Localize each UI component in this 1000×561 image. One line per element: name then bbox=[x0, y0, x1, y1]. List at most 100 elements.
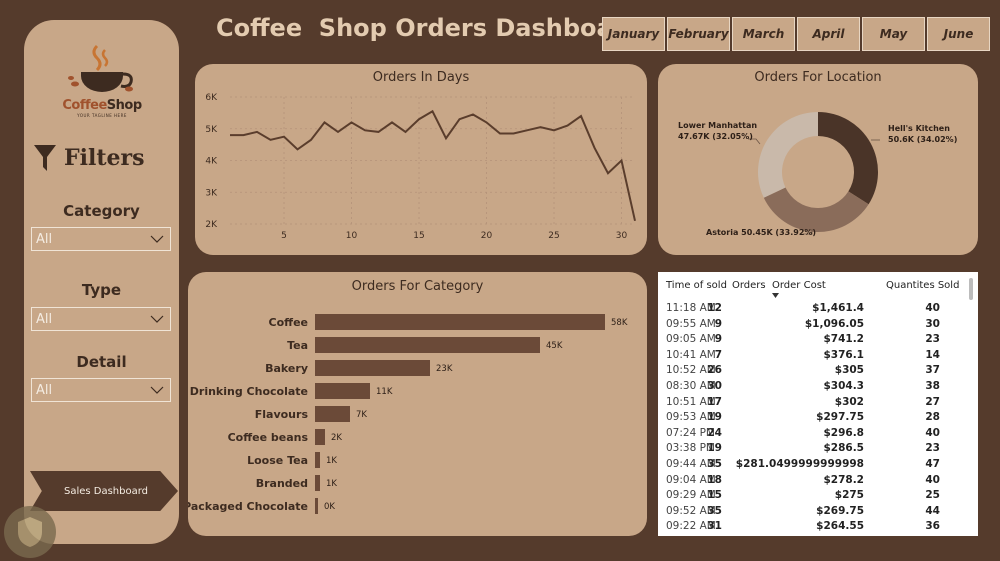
table-scrollbar[interactable] bbox=[969, 278, 973, 300]
table-row[interactable]: 09:53 AM 19 $297.75 28 bbox=[658, 411, 963, 427]
table-row[interactable]: 10:51 AM 17 $302 27 bbox=[658, 396, 963, 412]
table-row[interactable]: 09:05 AM 9 $741.2 23 bbox=[658, 333, 963, 349]
sales-dashboard-button[interactable]: Sales Dashboard bbox=[30, 471, 178, 511]
orders-data-point[interactable] bbox=[525, 128, 530, 133]
category-filter-dropdown[interactable]: All bbox=[31, 227, 171, 251]
header-order-cost[interactable]: Order Cost bbox=[772, 280, 826, 291]
x-tick-label: 10 bbox=[346, 231, 358, 241]
dashboard-title: Coffee Shop Orders Dashboard bbox=[216, 14, 642, 42]
category-label: Flavours bbox=[255, 408, 309, 421]
slice-lower-manhattan[interactable] bbox=[758, 112, 818, 198]
orders-data-point[interactable] bbox=[376, 129, 381, 134]
table-row[interactable]: 07:24 PM 24 $296.8 40 bbox=[658, 427, 963, 443]
table-row[interactable]: 11:18 AM 12 $1,461.4 40 bbox=[658, 302, 963, 318]
orders-data-point[interactable] bbox=[295, 147, 300, 152]
cell-time: 09:22 AM bbox=[666, 520, 716, 533]
orders-data-point[interactable] bbox=[498, 131, 503, 136]
x-tick-label: 20 bbox=[481, 231, 493, 241]
cell-orders: 17 bbox=[707, 395, 722, 408]
orders-data-point[interactable] bbox=[511, 131, 516, 136]
orders-data-point[interactable] bbox=[457, 117, 462, 122]
slice-hell-s-kitchen[interactable] bbox=[818, 112, 878, 205]
orders-data-point[interactable] bbox=[322, 120, 327, 125]
cell-quantity: 25 bbox=[925, 489, 940, 502]
orders-data-point[interactable] bbox=[363, 128, 368, 133]
orders-data-point[interactable] bbox=[228, 133, 233, 138]
table-row[interactable]: 09:22 AM 31 $264.55 36 bbox=[658, 520, 963, 536]
orders-data-point[interactable] bbox=[633, 218, 638, 223]
cell-quantity: 23 bbox=[925, 442, 940, 455]
orders-data-point[interactable] bbox=[241, 133, 246, 138]
cell-quantity: 44 bbox=[925, 504, 940, 517]
cell-orders: 30 bbox=[707, 380, 722, 392]
bar-coffee-beans[interactable] bbox=[315, 429, 325, 445]
orders-data-point[interactable] bbox=[336, 129, 341, 134]
detail-filter-dropdown[interactable]: All bbox=[31, 378, 171, 402]
type-filter-dropdown[interactable]: All bbox=[31, 307, 171, 331]
orders-data-point[interactable] bbox=[592, 145, 597, 150]
cell-order-cost: $296.8 bbox=[823, 426, 864, 439]
orders-data-point[interactable] bbox=[538, 125, 543, 130]
table-row[interactable]: 09:29 AM 15 $275 25 bbox=[658, 489, 963, 505]
bar-flavours[interactable] bbox=[315, 406, 350, 422]
cell-orders: 31 bbox=[707, 520, 722, 533]
orders-data-point[interactable] bbox=[430, 109, 435, 114]
month-button-january[interactable]: January bbox=[602, 17, 665, 51]
orders-data-point[interactable] bbox=[417, 117, 422, 122]
orders-data-point[interactable] bbox=[619, 158, 624, 163]
bar-branded[interactable] bbox=[315, 475, 320, 491]
orders-for-location-panel: Orders For Location Hell's Kitchen 50.6K … bbox=[658, 64, 978, 255]
sort-descending-icon[interactable] bbox=[772, 293, 779, 298]
detail-filter-value: All bbox=[36, 382, 53, 398]
month-button-may[interactable]: May bbox=[862, 17, 925, 51]
cell-time: 09:53 AM bbox=[666, 411, 716, 424]
month-slicer: January February March April May June bbox=[602, 17, 990, 51]
table-row[interactable]: 03:38 PM 19 $286.5 23 bbox=[658, 442, 963, 458]
cell-order-cost: $1,096.05 bbox=[804, 317, 864, 330]
cell-order-cost: $281.0499999999998 bbox=[735, 458, 864, 470]
orders-data-point[interactable] bbox=[471, 112, 476, 117]
table-row[interactable]: 10:52 AM 26 $305 37 bbox=[658, 364, 963, 380]
orders-data-point[interactable] bbox=[606, 171, 611, 176]
bar-bakery[interactable] bbox=[315, 360, 430, 376]
bar-coffee[interactable] bbox=[315, 314, 605, 330]
bar-value-label: 23K bbox=[436, 364, 453, 374]
month-button-march[interactable]: March bbox=[732, 17, 795, 51]
bar-tea[interactable] bbox=[315, 337, 540, 353]
orders-data-point[interactable] bbox=[282, 134, 287, 139]
table-row[interactable]: 09:04 AM 18 $278.2 40 bbox=[658, 474, 963, 490]
bar-loose-tea[interactable] bbox=[315, 452, 320, 468]
orders-data-point[interactable] bbox=[349, 120, 354, 125]
orders-data-point[interactable] bbox=[579, 114, 584, 119]
cell-orders: 7 bbox=[714, 348, 722, 361]
table-row[interactable]: 09:52 AM 35 $269.75 44 bbox=[658, 505, 963, 521]
orders-data-point[interactable] bbox=[565, 123, 570, 128]
orders-data-point[interactable] bbox=[309, 137, 314, 142]
orders-data-point[interactable] bbox=[403, 129, 408, 134]
table-row[interactable]: 09:44 AM 35 $281.0499999999998 47 bbox=[658, 458, 963, 474]
bar-packaged-chocolate[interactable] bbox=[315, 498, 318, 514]
coffee-shop-logo: CoffeeShop YOUR TAGLINE HERE bbox=[60, 42, 144, 142]
orders-data-point[interactable] bbox=[268, 137, 273, 142]
cell-orders: 24 bbox=[707, 426, 722, 439]
header-time-of-sold[interactable]: Time of sold bbox=[666, 280, 727, 291]
table-row[interactable]: 08:30 AM 30 $304.3 38 bbox=[658, 380, 963, 396]
orders-data-point[interactable] bbox=[552, 128, 557, 133]
header-quantities-sold[interactable]: Quantites Sold bbox=[886, 280, 960, 291]
bar-drinking-chocolate[interactable] bbox=[315, 383, 370, 399]
table-row[interactable]: 09:55 AM 9 $1,096.05 30 bbox=[658, 318, 963, 334]
month-button-february[interactable]: February bbox=[667, 17, 730, 51]
orders-data-point[interactable] bbox=[390, 120, 395, 125]
cell-orders: 26 bbox=[707, 364, 722, 377]
cell-orders: 9 bbox=[714, 317, 722, 330]
bar-value-label: 2K bbox=[331, 433, 342, 443]
table-row[interactable]: 10:41 AM 7 $376.1 14 bbox=[658, 349, 963, 365]
slice-astoria[interactable] bbox=[763, 187, 869, 232]
month-button-june[interactable]: June bbox=[927, 17, 990, 51]
orders-data-point[interactable] bbox=[484, 120, 489, 125]
orders-data-point[interactable] bbox=[255, 129, 260, 134]
header-orders[interactable]: Orders bbox=[732, 280, 766, 291]
orders-data-point[interactable] bbox=[444, 136, 449, 141]
orders-in-days-chart: 2K 3K 4K 5K 6K 5 10 15 20 25 30 bbox=[205, 93, 638, 241]
month-button-april[interactable]: April bbox=[797, 17, 860, 51]
